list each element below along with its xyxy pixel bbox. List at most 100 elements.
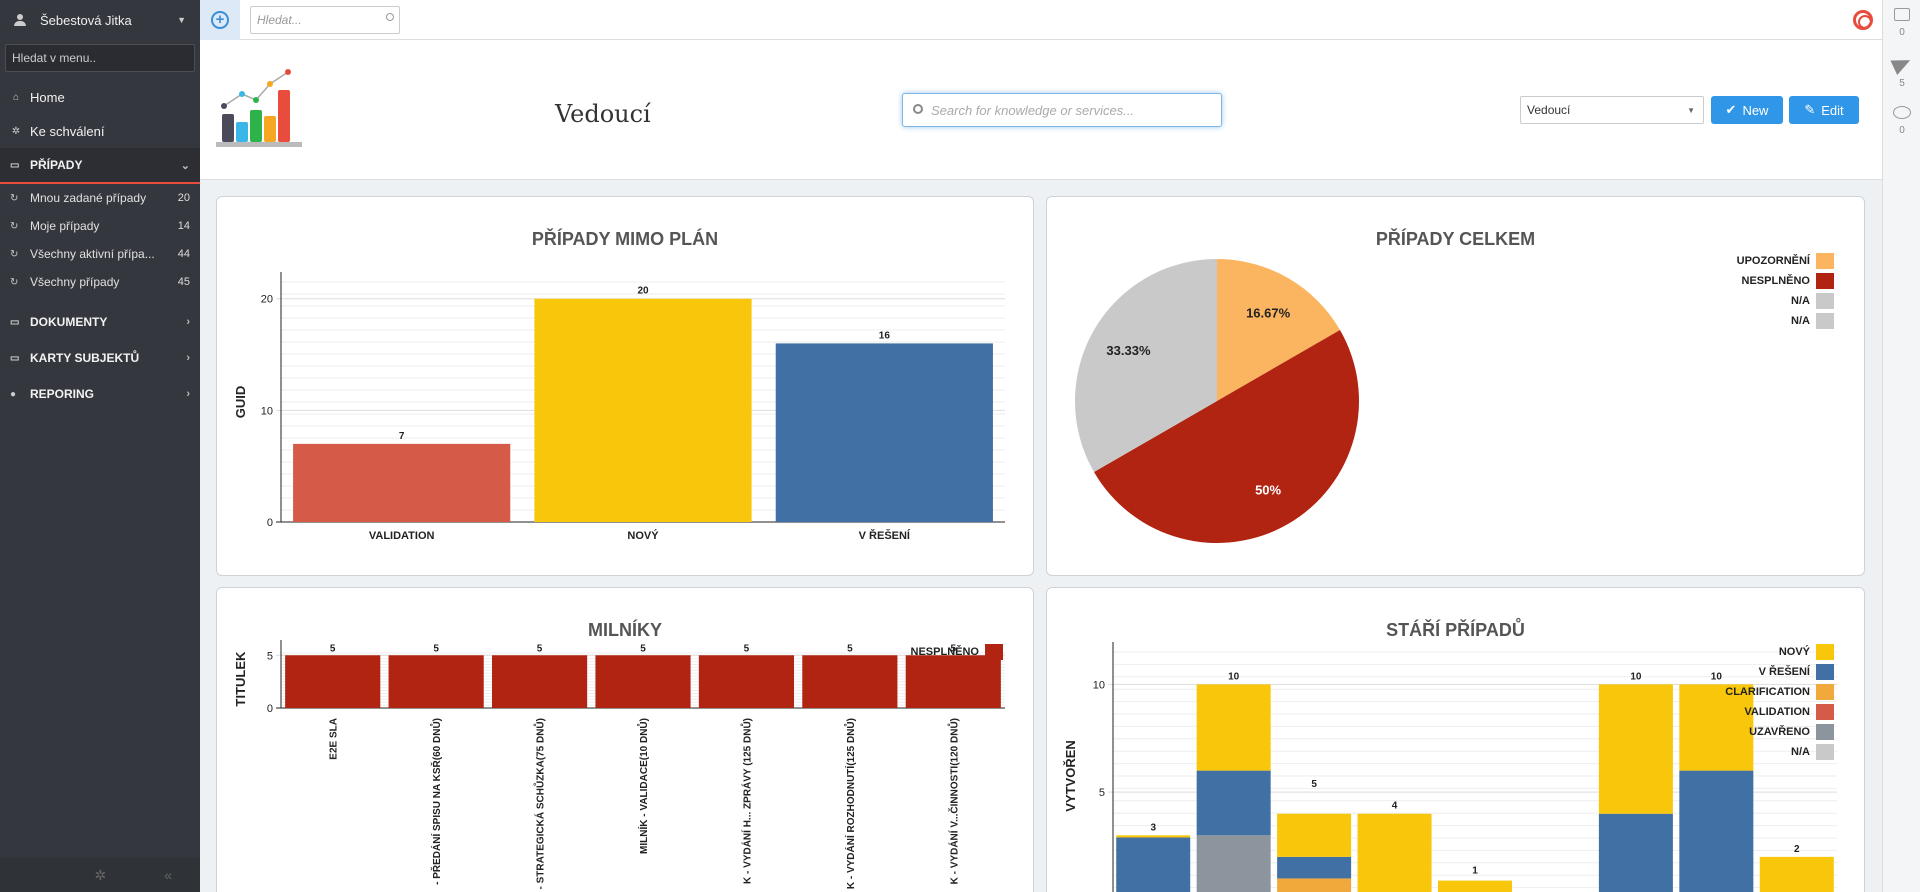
folder-icon: ▭: [10, 316, 20, 328]
sidebar-item-home[interactable]: ⌂ Home: [0, 80, 200, 114]
legend-label: N/A: [1791, 315, 1810, 327]
sidebar-item-all-active[interactable]: ↻ Všechny aktivní přípa... 44: [0, 240, 200, 268]
legend-item: CLARIFICATION: [1725, 682, 1834, 702]
user-icon: ●: [10, 388, 17, 400]
count-badge: 45: [177, 276, 190, 288]
bar-segment: [1437, 880, 1513, 892]
right-rail: 0 5 0: [1882, 0, 1920, 892]
bar: [698, 655, 795, 708]
legend-label: NESPLNĚNO: [910, 646, 979, 658]
pie-slice: [1217, 259, 1340, 401]
refresh-icon: ↻: [10, 248, 19, 260]
legend-swatch: [1816, 253, 1834, 269]
sidebar-item-all-cases[interactable]: ↻ Všechny případy 45: [0, 268, 200, 296]
legend-label: CLARIFICATION: [1725, 686, 1810, 698]
legend-item: VALIDATION: [1725, 702, 1834, 722]
menu-search-input[interactable]: [5, 44, 195, 72]
data-label: 5: [744, 643, 750, 654]
knowledge-search-input[interactable]: [902, 93, 1222, 127]
bar: [595, 655, 691, 708]
x-tick-label: - STRATEGICKÁ SCHŮZKA(75 DNŮ): [533, 718, 547, 889]
sidebar-section-reporting[interactable]: ● REPORING ›: [0, 376, 200, 412]
y-axis-label: GUID: [233, 386, 248, 419]
refresh-icon: ↻: [10, 276, 19, 288]
edit-button[interactable]: ✎ Edit: [1789, 96, 1859, 124]
bar: [285, 655, 381, 708]
global-search-input[interactable]: [250, 6, 400, 34]
data-label: 1: [1472, 865, 1478, 876]
slice-label: 50%: [1255, 483, 1281, 498]
chevron-right-icon: ›: [186, 352, 190, 364]
data-label: 2: [1794, 844, 1800, 855]
chat-icon: [1893, 106, 1911, 119]
settings-icon[interactable]: ✲: [94, 866, 107, 883]
new-button[interactable]: ✔ New: [1711, 96, 1783, 124]
legend-item: N/A: [1737, 291, 1834, 311]
sidebar-item-my-assigned[interactable]: ↻ Mnou zadané případy 20: [0, 184, 200, 212]
legend-item: NESPLNĚNO: [1737, 271, 1834, 291]
sidebar-section-subject-cards[interactable]: ▭ KARTY SUBJEKTŮ ›: [0, 340, 200, 376]
chat-notifications[interactable]: 0: [1883, 106, 1920, 136]
paper-plane-icon: [1890, 52, 1914, 76]
legend-item: NESPLNĚNO: [911, 642, 1003, 662]
user-name: Šebestová Jitka: [40, 12, 132, 28]
pie-slice: [1094, 330, 1359, 543]
chart-legend: NESPLNĚNO: [911, 642, 1003, 662]
add-button[interactable]: +: [200, 0, 240, 40]
bar-segment: [1196, 684, 1271, 771]
slice-label: 33.33%: [1106, 343, 1151, 358]
lifebuoy-icon[interactable]: [1853, 10, 1873, 30]
sidebar-item-label: Všechny aktivní přípa...: [30, 247, 155, 261]
legend-swatch: [985, 644, 1003, 660]
bar: [534, 298, 752, 522]
data-label: 5: [951, 643, 957, 654]
bar: [905, 655, 1001, 708]
sidebar-item-label: Všechny případy: [30, 275, 120, 289]
dashboard-select[interactable]: Vedoucí ▼: [1520, 96, 1704, 124]
chart-panel-case-age: STÁŘÍ PŘÍPADŮ 5 10 VYTVOŘEN 3 10 5 4 1 10 10 2 NOV…: [1046, 587, 1865, 892]
sidebar-item-my-cases[interactable]: ↻ Moje případy 14: [0, 212, 200, 240]
sidebar-section-label: KARTY SUBJEKTŮ: [30, 351, 140, 365]
legend-label: NOVÝ: [1778, 646, 1810, 658]
folder-icon: ▭: [10, 352, 20, 364]
y-tick-label: 5: [1099, 787, 1105, 799]
chevron-down-icon: ⌄: [180, 159, 190, 172]
chart-panel-milestones: MILNÍKY 0 5 TITULEK 5 E2E SLA 5 - PŘEDÁNÍ SPIS…: [216, 587, 1034, 892]
data-label: 7: [399, 431, 405, 442]
chevron-right-icon: ›: [186, 388, 190, 400]
sidebar-section-documents[interactable]: ▭ DOKUMENTY ›: [0, 304, 200, 340]
sidebar-footer: ✲ «: [0, 858, 200, 892]
check-icon: ✔: [1725, 102, 1737, 117]
count-badge: 20: [177, 192, 190, 204]
legend-item: NOVÝ: [1725, 642, 1834, 662]
gear-icon: ✲: [11, 125, 21, 137]
bar-segment: [1116, 835, 1191, 838]
x-tick-label: K - VYDÁNÍ V...ČINNOSTI(120 DNŮ): [946, 718, 960, 884]
pencil-icon: ✎: [1804, 102, 1816, 117]
y-tick-label: 0: [267, 517, 273, 529]
y-axis-label: TITULEK: [233, 651, 248, 706]
sidebar-section-cases[interactable]: ▭ PŘÍPADY ⌄: [0, 148, 200, 184]
inbox-notifications[interactable]: 0: [1883, 8, 1920, 38]
slice-label: 16.67%: [1246, 305, 1291, 320]
legend-swatch: [1816, 664, 1834, 680]
chart-title: PŘÍPADY MIMO PLÁN: [531, 229, 719, 249]
data-label: 5: [433, 643, 439, 654]
bar: [775, 343, 993, 522]
home-icon: ⌂: [12, 91, 20, 103]
x-tick-label: MILNÍK - VALIDACE(10 DNŮ): [636, 718, 650, 854]
bar-segment: [1598, 684, 1673, 814]
caret-down-icon: ▼: [177, 15, 186, 25]
data-label: 5: [640, 643, 646, 654]
data-label: 20: [637, 286, 649, 297]
sidebar-item-approval[interactable]: ✲ Ke schválení: [0, 114, 200, 148]
sent-notifications[interactable]: 5: [1883, 52, 1920, 89]
legend-label: UPOZORNĚNÍ: [1736, 255, 1810, 267]
user-menu[interactable]: Šebestová Jitka ▼: [0, 0, 200, 40]
collapse-icon[interactable]: «: [164, 867, 172, 883]
bar: [802, 655, 898, 708]
legend-label: VALIDATION: [1744, 706, 1810, 718]
edit-button-label: Edit: [1821, 102, 1844, 118]
x-tick-label: - PŘEDÁNÍ SPISU NA KSŘ(60 DNŮ): [429, 718, 443, 885]
stacked-bar-chart-case-age: 5 10 VYTVOŘEN 3 10 5 4 1 10 10 2: [1063, 642, 1837, 892]
